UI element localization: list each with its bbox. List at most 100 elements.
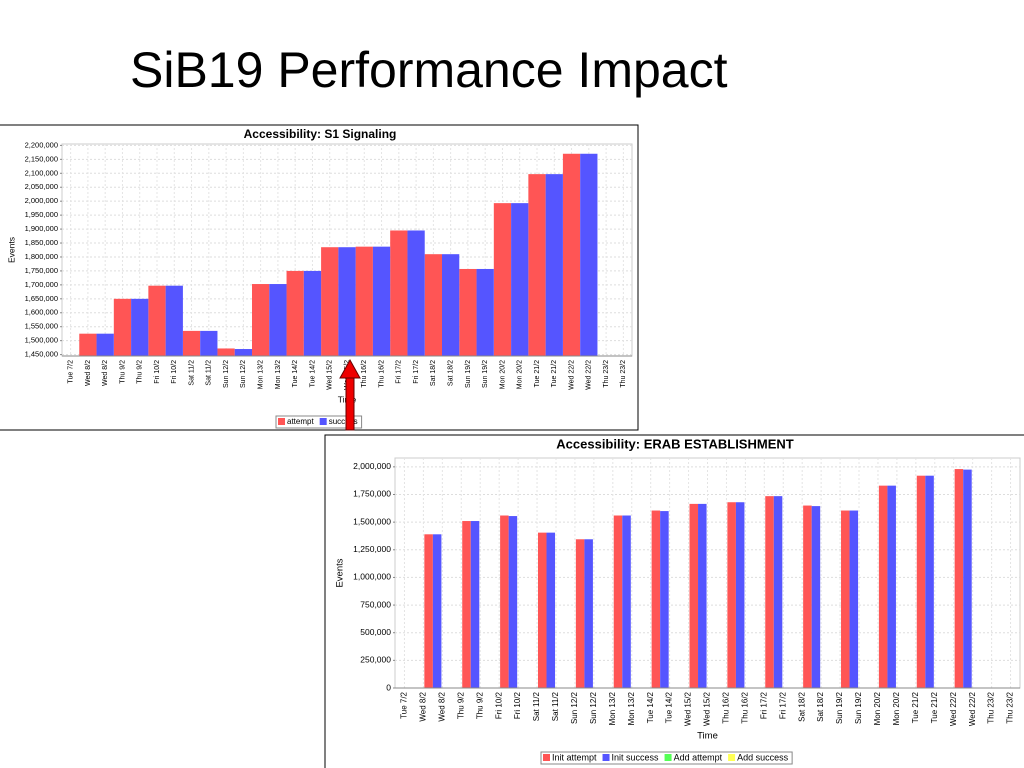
x-tick-label: Wed 15/2 <box>684 691 693 726</box>
bar <box>698 503 707 688</box>
x-tick-label: Wed 22/2 <box>949 691 958 726</box>
y-tick-label: 1,550,000 <box>25 322 58 331</box>
bar <box>545 174 563 356</box>
x-tick-label: Mon 13/2 <box>257 360 264 389</box>
bar <box>355 246 373 356</box>
bar <box>182 330 201 356</box>
x-tick-label: Sat 18/2 <box>816 691 825 721</box>
bar <box>407 230 425 356</box>
y-tick-label: 2,050,000 <box>25 182 58 191</box>
legend-swatch <box>278 418 285 425</box>
x-tick-label: Sun 12/2 <box>223 360 230 388</box>
bar <box>424 534 433 688</box>
bar <box>651 510 661 688</box>
x-tick-label: Wed 15/2 <box>327 360 334 390</box>
bar <box>372 246 391 356</box>
bar <box>546 532 556 688</box>
y-tick-label: 1,450,000 <box>25 350 58 359</box>
y-tick-label: 1,000,000 <box>353 572 391 582</box>
bar <box>252 284 270 356</box>
bar <box>79 333 97 356</box>
x-tick-label: Tue 7/2 <box>67 360 74 384</box>
x-tick-label: Sun 19/2 <box>835 691 844 724</box>
bar <box>660 511 669 688</box>
bar <box>165 285 183 356</box>
legend-label: Add success <box>737 752 789 762</box>
x-tick-label: Sun 12/2 <box>240 360 247 388</box>
bar <box>286 270 304 356</box>
bar <box>476 268 494 356</box>
bar <box>500 515 509 688</box>
x-tick-label: Tue 14/2 <box>292 360 299 387</box>
bar <box>841 510 850 688</box>
x-tick-label: Mon 20/2 <box>517 360 524 389</box>
x-tick-label: Thu 16/2 <box>378 360 385 388</box>
bar <box>954 469 964 688</box>
bar <box>811 506 821 688</box>
legend-frame <box>540 751 793 765</box>
bar <box>442 254 460 356</box>
x-tick-label: Fri 17/2 <box>396 360 403 384</box>
y-tick-label: 2,000,000 <box>353 461 391 471</box>
bar <box>887 485 896 688</box>
bar <box>537 532 547 688</box>
bar <box>584 539 593 688</box>
x-tick-label: Thu 23/2 <box>620 360 627 388</box>
y-tick-label: 1,950,000 <box>25 210 58 219</box>
legend-swatch <box>664 754 672 761</box>
y-tick-label: 1,500,000 <box>25 336 58 345</box>
x-tick-label: Sat 18/2 <box>447 360 454 386</box>
x-tick-label: Fri 10/2 <box>154 360 161 384</box>
x-tick-label: Wed 22/2 <box>586 360 593 390</box>
x-tick-label: Mon 20/2 <box>892 691 901 725</box>
x-tick-label: Thu 23/2 <box>603 360 610 388</box>
x-tick-label: Thu 23/2 <box>1006 691 1015 723</box>
bar <box>765 496 774 688</box>
legend-swatch <box>728 754 736 761</box>
chart-title: Accessibility: ERAB ESTABLISHMENT <box>556 436 793 451</box>
y-tick-label: 1,250,000 <box>353 544 391 554</box>
x-tick-label: Wed 8/2 <box>85 360 92 386</box>
bar <box>575 539 585 688</box>
x-tick-label: Wed 8/2 <box>437 691 446 721</box>
x-tick-label: Mon 20/2 <box>499 360 506 389</box>
charts: Accessibility: S1 Signaling Events Time 1,4… <box>6 127 1021 765</box>
bar <box>217 348 235 356</box>
bar <box>390 230 408 356</box>
legend-label: attempt <box>287 417 314 426</box>
y-tick-label: 2,200,000 <box>25 140 58 149</box>
x-tick-label: Fri 17/2 <box>413 360 420 384</box>
x-tick-label: Tue 21/2 <box>911 691 920 723</box>
bar <box>562 153 581 356</box>
x-tick-label: Sat 18/2 <box>430 360 437 386</box>
x-tick-label: Sat 11/2 <box>188 360 195 386</box>
x-tick-label: Wed 8/2 <box>102 360 109 386</box>
x-tick-label: Tue 14/2 <box>646 691 655 723</box>
legend-label: Init success <box>612 752 660 762</box>
legend-label: Add attempt <box>674 752 723 762</box>
x-axis-label: Time <box>697 731 718 742</box>
arrow-shaft <box>345 375 355 431</box>
bar <box>925 475 934 688</box>
x-tick-label: Mon 13/2 <box>275 360 282 389</box>
bar <box>269 284 287 356</box>
y-tick-label: 1,800,000 <box>25 252 58 261</box>
x-tick-label: Thu 9/2 <box>456 691 465 719</box>
x-tick-label: Thu 16/2 <box>740 691 749 723</box>
bar <box>96 333 114 356</box>
y-tick-label: 500,000 <box>360 627 391 637</box>
bar <box>493 203 512 356</box>
bar <box>916 475 926 688</box>
y-tick-label: 1,600,000 <box>25 308 58 317</box>
x-tick-label: Mon 13/2 <box>608 691 617 725</box>
y-tick-label: 2,150,000 <box>25 154 58 163</box>
bar <box>148 285 166 356</box>
bar <box>735 502 745 688</box>
slide-title: SiB19 Performance Impact <box>130 42 728 98</box>
bar <box>511 203 529 356</box>
legend-label: success <box>329 417 358 426</box>
y-tick-label: 0 <box>386 682 391 692</box>
bar <box>963 469 972 688</box>
y-axis-label: Events <box>335 558 346 587</box>
